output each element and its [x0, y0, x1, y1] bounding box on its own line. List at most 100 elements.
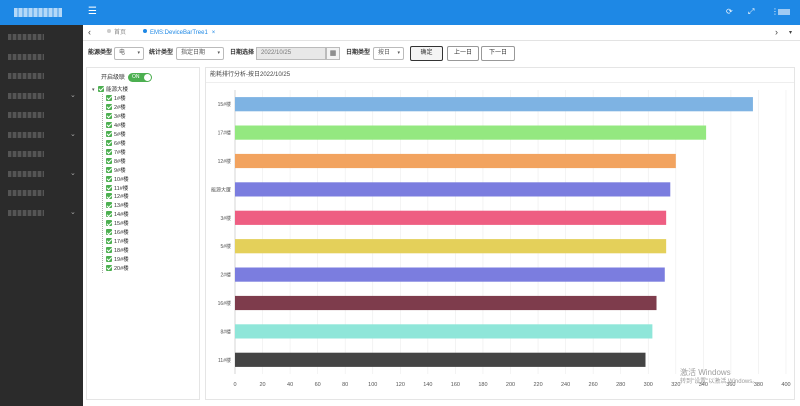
tree-node[interactable]: 1#楼	[106, 95, 126, 104]
tree-node[interactable]: 20#楼	[106, 265, 129, 274]
checkbox-checked-icon[interactable]	[106, 148, 112, 155]
chart-title: 能耗排行分析-按日2022/10/25	[210, 72, 291, 78]
caret-down-icon[interactable]: ▾	[92, 87, 95, 93]
cascade-toggle[interactable]: ON	[128, 73, 152, 82]
checkbox-checked-icon[interactable]	[106, 121, 112, 128]
tab-home[interactable]: 首页	[107, 28, 126, 38]
chevron-down-icon: ▾	[397, 50, 400, 56]
sidebar-item[interactable]: ⌄	[0, 208, 83, 218]
date-label: 日期选择	[230, 50, 255, 56]
sidebar-item[interactable]: ⌄	[0, 130, 83, 140]
tab-device-bar-tree[interactable]: EMS:DeviceBarTree1 ×	[143, 28, 215, 38]
checkbox-checked-icon[interactable]	[106, 175, 112, 182]
tree-node[interactable]: 3#楼	[106, 112, 126, 122]
energy-type-select[interactable]: 电 ▾	[114, 47, 144, 60]
user-name[interactable]	[778, 9, 790, 15]
stat-type-value: 指定日期	[181, 50, 206, 56]
prev-day-button[interactable]: 上一日	[447, 46, 479, 61]
tree-node-label: 20#楼	[114, 266, 129, 273]
checkbox-checked-icon[interactable]	[106, 166, 112, 173]
sidebar-item-label	[8, 209, 44, 216]
tree-node[interactable]: 16#楼	[106, 229, 129, 238]
next-day-button[interactable]: 下一日	[481, 46, 515, 61]
tree-node[interactable]: 7#楼	[106, 148, 126, 158]
checkbox-checked-icon[interactable]	[106, 202, 112, 209]
sidebar-item[interactable]	[0, 188, 83, 198]
tree-node[interactable]: 5#楼	[106, 130, 126, 140]
tabs-dropdown-icon[interactable]: ▾	[789, 30, 793, 36]
bar	[235, 210, 667, 225]
checkbox-checked-icon[interactable]	[106, 220, 112, 227]
tree-node[interactable]: 2#楼	[106, 103, 126, 113]
sidebar-item[interactable]	[0, 52, 83, 62]
calendar-icon[interactable]: ▦	[326, 47, 340, 60]
chart-title-divider	[206, 82, 794, 83]
bar	[235, 352, 646, 367]
checkbox-checked-icon[interactable]	[106, 139, 112, 146]
user-menu-icon[interactable]: ⋮	[771, 7, 779, 16]
tree-node[interactable]: 6#楼	[106, 139, 126, 149]
energy-type-label: 能源类型	[88, 50, 113, 56]
tree-node[interactable]: 18#楼	[106, 247, 129, 256]
sidebar-item[interactable]: ⌄	[0, 91, 83, 101]
tree-node-label: 16#楼	[114, 230, 129, 237]
tree-node[interactable]: 12#楼	[106, 193, 129, 202]
checkbox-checked-icon[interactable]	[106, 103, 112, 110]
tree-node[interactable]: 17#楼	[106, 238, 129, 247]
checkbox-checked-icon[interactable]	[98, 86, 104, 92]
tree-node[interactable]: 14#楼	[106, 211, 129, 220]
tabs-back-icon[interactable]: ‹	[88, 27, 91, 37]
chevron-down-icon: ⌄	[70, 130, 76, 138]
tree-node[interactable]: 19#楼	[106, 256, 129, 265]
tab-close-icon[interactable]: ×	[211, 30, 216, 36]
checkbox-checked-icon[interactable]	[106, 95, 112, 101]
tree-node-label: 4#楼	[114, 122, 126, 129]
date-input[interactable]: 2022/10/25	[256, 47, 326, 60]
x-tick-label: 200	[506, 382, 515, 388]
refresh-icon[interactable]: ⟳	[726, 7, 733, 16]
tree-node[interactable]: 8#楼	[106, 157, 126, 167]
checkbox-checked-icon[interactable]	[106, 238, 112, 245]
checkbox-checked-icon[interactable]	[106, 193, 112, 200]
tree-node[interactable]: 11#楼	[106, 184, 128, 194]
energy-ranking-chart: 0 20 40 60 80 100 120 140 160 180 200 220 240 260 280 3…	[211, 90, 791, 388]
confirm-button[interactable]: 确定	[410, 46, 443, 61]
stat-type-select[interactable]: 指定日期 ▾	[176, 47, 224, 60]
period-type-select[interactable]: 按日 ▾	[373, 47, 404, 60]
chevron-down-icon: ▾	[137, 50, 140, 56]
watermark-line1: 激活 Windows	[680, 368, 731, 377]
sidebar-item[interactable]: ⌄	[0, 169, 83, 179]
menu-icon[interactable]: ☰	[88, 6, 97, 17]
tree-node-label: 10#楼	[114, 176, 129, 183]
tree-node[interactable]: 4#楼	[106, 121, 126, 131]
tree-node[interactable]: 10#楼	[106, 175, 129, 185]
checkbox-checked-icon[interactable]	[106, 211, 112, 218]
checkbox-checked-icon[interactable]	[106, 229, 112, 236]
tree-node-label: 8#楼	[114, 158, 126, 165]
checkbox-checked-icon[interactable]	[106, 157, 112, 164]
checkbox-checked-icon[interactable]	[106, 247, 112, 254]
tree-node[interactable]: 13#楼	[106, 202, 129, 211]
tabs-forward-icon[interactable]: ›	[775, 27, 778, 37]
sidebar-item[interactable]	[0, 71, 83, 81]
chevron-down-icon: ⌄	[70, 169, 76, 177]
bar	[235, 97, 753, 112]
sidebar-item-label	[8, 73, 44, 79]
sidebar-item[interactable]	[0, 149, 83, 159]
checkbox-checked-icon[interactable]	[106, 265, 112, 272]
checkbox-checked-icon[interactable]	[106, 184, 112, 191]
sidebar-item[interactable]	[0, 32, 83, 42]
checkbox-checked-icon[interactable]	[106, 256, 112, 263]
fullscreen-icon[interactable]: ⤢	[748, 7, 755, 16]
tree-root-node[interactable]: ▾ 能源大楼	[92, 86, 128, 95]
y-category-label: 能源大厦	[211, 186, 231, 193]
app-logo[interactable]	[0, 0, 83, 25]
chevron-down-icon: ⌄	[70, 91, 76, 99]
sidebar-item[interactable]	[0, 110, 83, 120]
tree-node-label: 7#楼	[114, 149, 126, 156]
checkbox-checked-icon[interactable]	[106, 130, 112, 137]
x-tick-label: 40	[287, 382, 293, 388]
checkbox-checked-icon[interactable]	[106, 112, 112, 119]
tree-node[interactable]: 9#楼	[106, 166, 126, 176]
tree-node[interactable]: 15#楼	[106, 220, 129, 229]
